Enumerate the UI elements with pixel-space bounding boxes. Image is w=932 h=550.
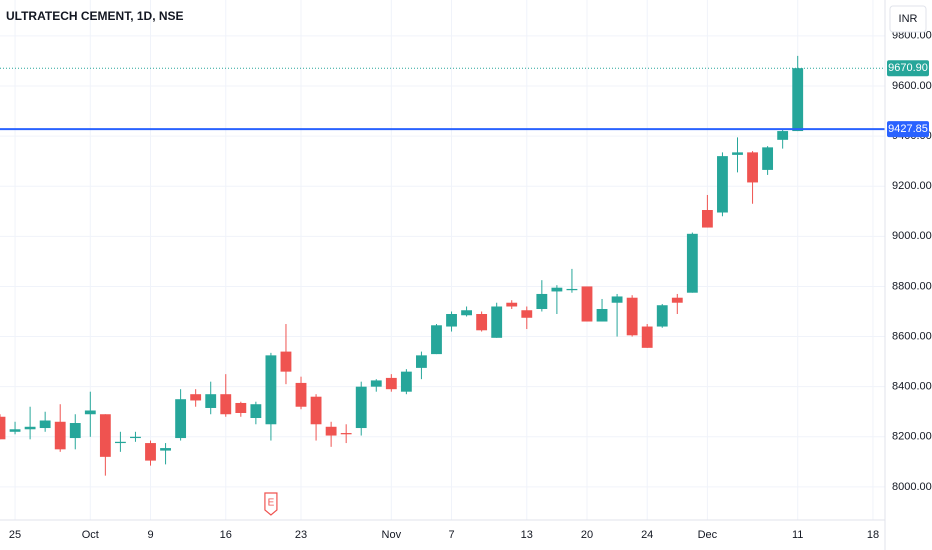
x-tick-label: Nov [382, 529, 402, 541]
candle-body [476, 314, 488, 331]
candle-body [295, 382, 307, 407]
last-price-tag [887, 60, 929, 77]
y-tick-label: 8000.00 [892, 481, 932, 493]
y-tick-label: 9000.00 [892, 230, 932, 242]
candle-body [190, 394, 202, 401]
grid [0, 0, 885, 520]
candle-body [762, 147, 774, 170]
candle-body [551, 287, 563, 292]
last-price-label: 9670.90 [888, 62, 928, 74]
candle-body [340, 433, 352, 435]
candle-body [671, 297, 683, 303]
candle-body [641, 326, 653, 348]
candle-body [0, 416, 6, 440]
y-tick-label: 9800.00 [892, 30, 932, 42]
x-tick-label: 7 [448, 529, 454, 541]
candles [0, 55, 885, 476]
price-line-label: 9427.85 [888, 123, 928, 135]
candle-body [235, 402, 247, 413]
y-tick-label: 9600.00 [892, 80, 932, 92]
candle-body [717, 156, 728, 213]
candle-body [656, 305, 668, 327]
candle-body [626, 297, 638, 336]
candle-body [325, 426, 337, 436]
x-tick-label: 9 [147, 529, 153, 541]
chart-title: ULTRATECH CEMENT, 1D, NSE [6, 9, 184, 23]
candle-body [431, 325, 442, 355]
candle-body [536, 293, 548, 309]
x-tick-label: 23 [295, 529, 307, 541]
candle-body [416, 355, 427, 368]
candle-body [265, 355, 277, 425]
candle-body [686, 233, 698, 293]
candle-body [566, 288, 578, 291]
candle-body [792, 68, 804, 132]
candle-body [596, 308, 608, 322]
y-tick-label: 8600.00 [892, 330, 932, 342]
candle-body [446, 314, 457, 327]
candle-body [205, 394, 217, 408]
y-tick-label: 8200.00 [892, 431, 932, 443]
earnings-label: E [268, 498, 275, 509]
x-tick-label: 18 [867, 529, 879, 541]
candle-body [385, 377, 397, 390]
y-tick-label: 9200.00 [892, 180, 932, 192]
x-tick-label: 20 [581, 529, 593, 541]
candle-body [84, 410, 96, 415]
candle-body [54, 421, 66, 450]
candle-body [521, 310, 533, 318]
candle-body [310, 396, 322, 425]
price-line-tag [887, 121, 929, 138]
candle-body [220, 394, 232, 415]
candle-body [701, 210, 713, 228]
candle-body [732, 152, 743, 155]
y-tick-label: 8800.00 [892, 280, 932, 292]
currency[interactable]: INR [899, 13, 918, 25]
candle-body [160, 448, 171, 451]
candle-body [777, 131, 789, 140]
earnings-marker [264, 492, 278, 516]
candle-body [9, 429, 21, 432]
x-tick-label: Dec [698, 529, 718, 541]
x-tick-label: 16 [220, 529, 232, 541]
x-tick-label: 24 [641, 529, 653, 541]
candle-body [400, 371, 412, 392]
x-tick-label: 13 [521, 529, 533, 541]
candle-body [280, 351, 292, 372]
candle-body [39, 420, 51, 429]
candle-body [581, 286, 593, 322]
candle-body [355, 386, 367, 429]
candle-body [145, 443, 156, 461]
candle-body [130, 436, 141, 439]
candle-body [370, 380, 382, 387]
candle-body [611, 296, 623, 303]
x-tick-label: 11 [792, 529, 803, 541]
axes: 8000.00 8200.00 8400.00 8600.00 8800.00 9000.… [9, 30, 932, 541]
x-tick-label: Oct [82, 529, 99, 541]
candle-body [99, 414, 111, 457]
candle-body [114, 441, 126, 444]
candle-body [175, 399, 187, 439]
x-tick-label: 25 [9, 529, 21, 541]
candle-body [24, 426, 36, 430]
candle-body [491, 306, 503, 338]
candle-body [250, 404, 262, 419]
candle-body [461, 310, 472, 316]
candle-body [506, 302, 518, 307]
candle-body [747, 152, 758, 183]
y-tick-label: 8400.00 [892, 381, 932, 393]
currency-button[interactable] [889, 5, 927, 33]
candle-body [69, 423, 81, 439]
